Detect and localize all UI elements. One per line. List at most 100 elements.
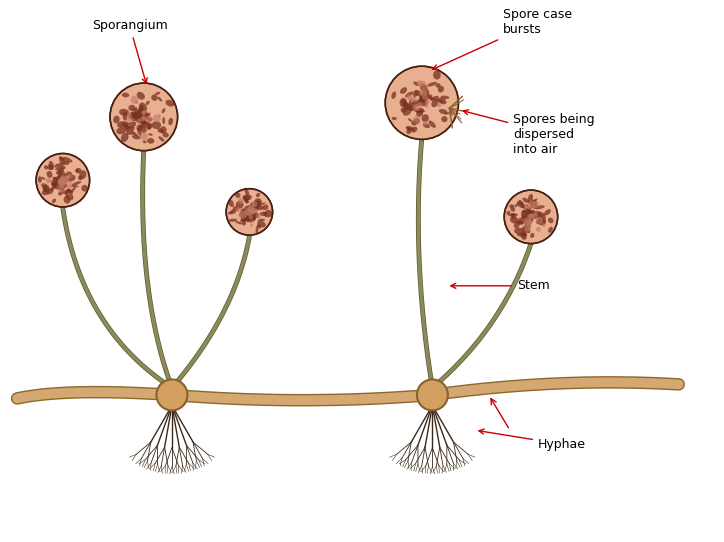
Ellipse shape — [137, 120, 145, 124]
Ellipse shape — [130, 126, 135, 131]
Ellipse shape — [444, 112, 450, 114]
Text: Hyphae: Hyphae — [479, 429, 586, 451]
Ellipse shape — [522, 214, 526, 220]
Ellipse shape — [246, 208, 255, 212]
Ellipse shape — [58, 179, 62, 185]
Ellipse shape — [415, 99, 421, 107]
Ellipse shape — [421, 114, 429, 122]
Circle shape — [256, 213, 261, 218]
Circle shape — [504, 190, 557, 243]
Ellipse shape — [70, 175, 75, 180]
Ellipse shape — [405, 92, 413, 98]
Circle shape — [140, 117, 145, 121]
Circle shape — [110, 83, 177, 151]
Ellipse shape — [536, 218, 542, 224]
Ellipse shape — [523, 208, 531, 215]
Ellipse shape — [53, 177, 59, 182]
Ellipse shape — [56, 168, 64, 175]
Circle shape — [536, 227, 541, 232]
Ellipse shape — [392, 92, 396, 99]
Ellipse shape — [442, 116, 447, 122]
Ellipse shape — [247, 208, 252, 214]
Ellipse shape — [137, 92, 145, 100]
Circle shape — [413, 104, 420, 111]
Ellipse shape — [415, 91, 421, 96]
Ellipse shape — [146, 101, 150, 105]
Ellipse shape — [168, 118, 173, 125]
Ellipse shape — [128, 112, 135, 119]
Ellipse shape — [138, 105, 143, 114]
Ellipse shape — [52, 183, 61, 189]
Circle shape — [418, 102, 423, 107]
Ellipse shape — [251, 216, 256, 221]
Ellipse shape — [528, 194, 533, 204]
Ellipse shape — [49, 161, 54, 170]
Ellipse shape — [244, 196, 248, 203]
Ellipse shape — [144, 121, 148, 125]
Ellipse shape — [253, 204, 260, 210]
Ellipse shape — [400, 107, 406, 113]
Ellipse shape — [240, 209, 245, 214]
Ellipse shape — [240, 216, 248, 220]
Ellipse shape — [526, 208, 531, 214]
Ellipse shape — [243, 196, 249, 203]
Ellipse shape — [534, 205, 545, 209]
Ellipse shape — [61, 177, 64, 182]
Ellipse shape — [228, 218, 237, 222]
Ellipse shape — [245, 198, 248, 204]
Ellipse shape — [523, 198, 529, 203]
Circle shape — [417, 80, 422, 86]
Circle shape — [66, 183, 72, 189]
Circle shape — [62, 178, 68, 183]
Circle shape — [251, 220, 254, 223]
Ellipse shape — [158, 96, 162, 101]
Ellipse shape — [243, 195, 249, 201]
Circle shape — [417, 379, 448, 410]
Ellipse shape — [145, 111, 149, 120]
Ellipse shape — [258, 219, 265, 222]
Circle shape — [411, 96, 417, 102]
Ellipse shape — [134, 109, 141, 117]
Ellipse shape — [531, 216, 541, 218]
Ellipse shape — [538, 218, 546, 225]
Ellipse shape — [256, 193, 260, 197]
Ellipse shape — [525, 215, 531, 225]
Ellipse shape — [132, 107, 137, 111]
Ellipse shape — [403, 103, 411, 110]
Ellipse shape — [528, 214, 534, 220]
Ellipse shape — [46, 188, 54, 195]
Ellipse shape — [148, 133, 153, 136]
Ellipse shape — [438, 99, 444, 103]
Text: Spore case
bursts: Spore case bursts — [433, 8, 572, 69]
Ellipse shape — [526, 215, 534, 222]
Circle shape — [421, 81, 426, 85]
Circle shape — [130, 96, 138, 104]
Circle shape — [536, 217, 543, 224]
Ellipse shape — [148, 118, 153, 121]
Ellipse shape — [418, 101, 424, 105]
Circle shape — [135, 101, 138, 104]
Ellipse shape — [51, 178, 59, 187]
Ellipse shape — [60, 173, 64, 182]
Ellipse shape — [67, 177, 72, 182]
Circle shape — [250, 224, 253, 227]
Ellipse shape — [525, 213, 531, 219]
Ellipse shape — [407, 126, 411, 131]
Ellipse shape — [435, 83, 441, 88]
Ellipse shape — [257, 224, 261, 228]
Ellipse shape — [257, 221, 266, 227]
Ellipse shape — [426, 96, 434, 100]
Ellipse shape — [248, 214, 253, 221]
Ellipse shape — [130, 112, 135, 117]
Ellipse shape — [137, 128, 141, 136]
Ellipse shape — [414, 118, 420, 124]
Ellipse shape — [517, 233, 527, 236]
Circle shape — [59, 177, 67, 185]
Circle shape — [420, 83, 427, 91]
Circle shape — [60, 175, 67, 182]
Ellipse shape — [60, 165, 65, 170]
Ellipse shape — [427, 82, 437, 87]
Circle shape — [248, 207, 254, 213]
Ellipse shape — [125, 124, 130, 132]
Circle shape — [523, 217, 532, 225]
